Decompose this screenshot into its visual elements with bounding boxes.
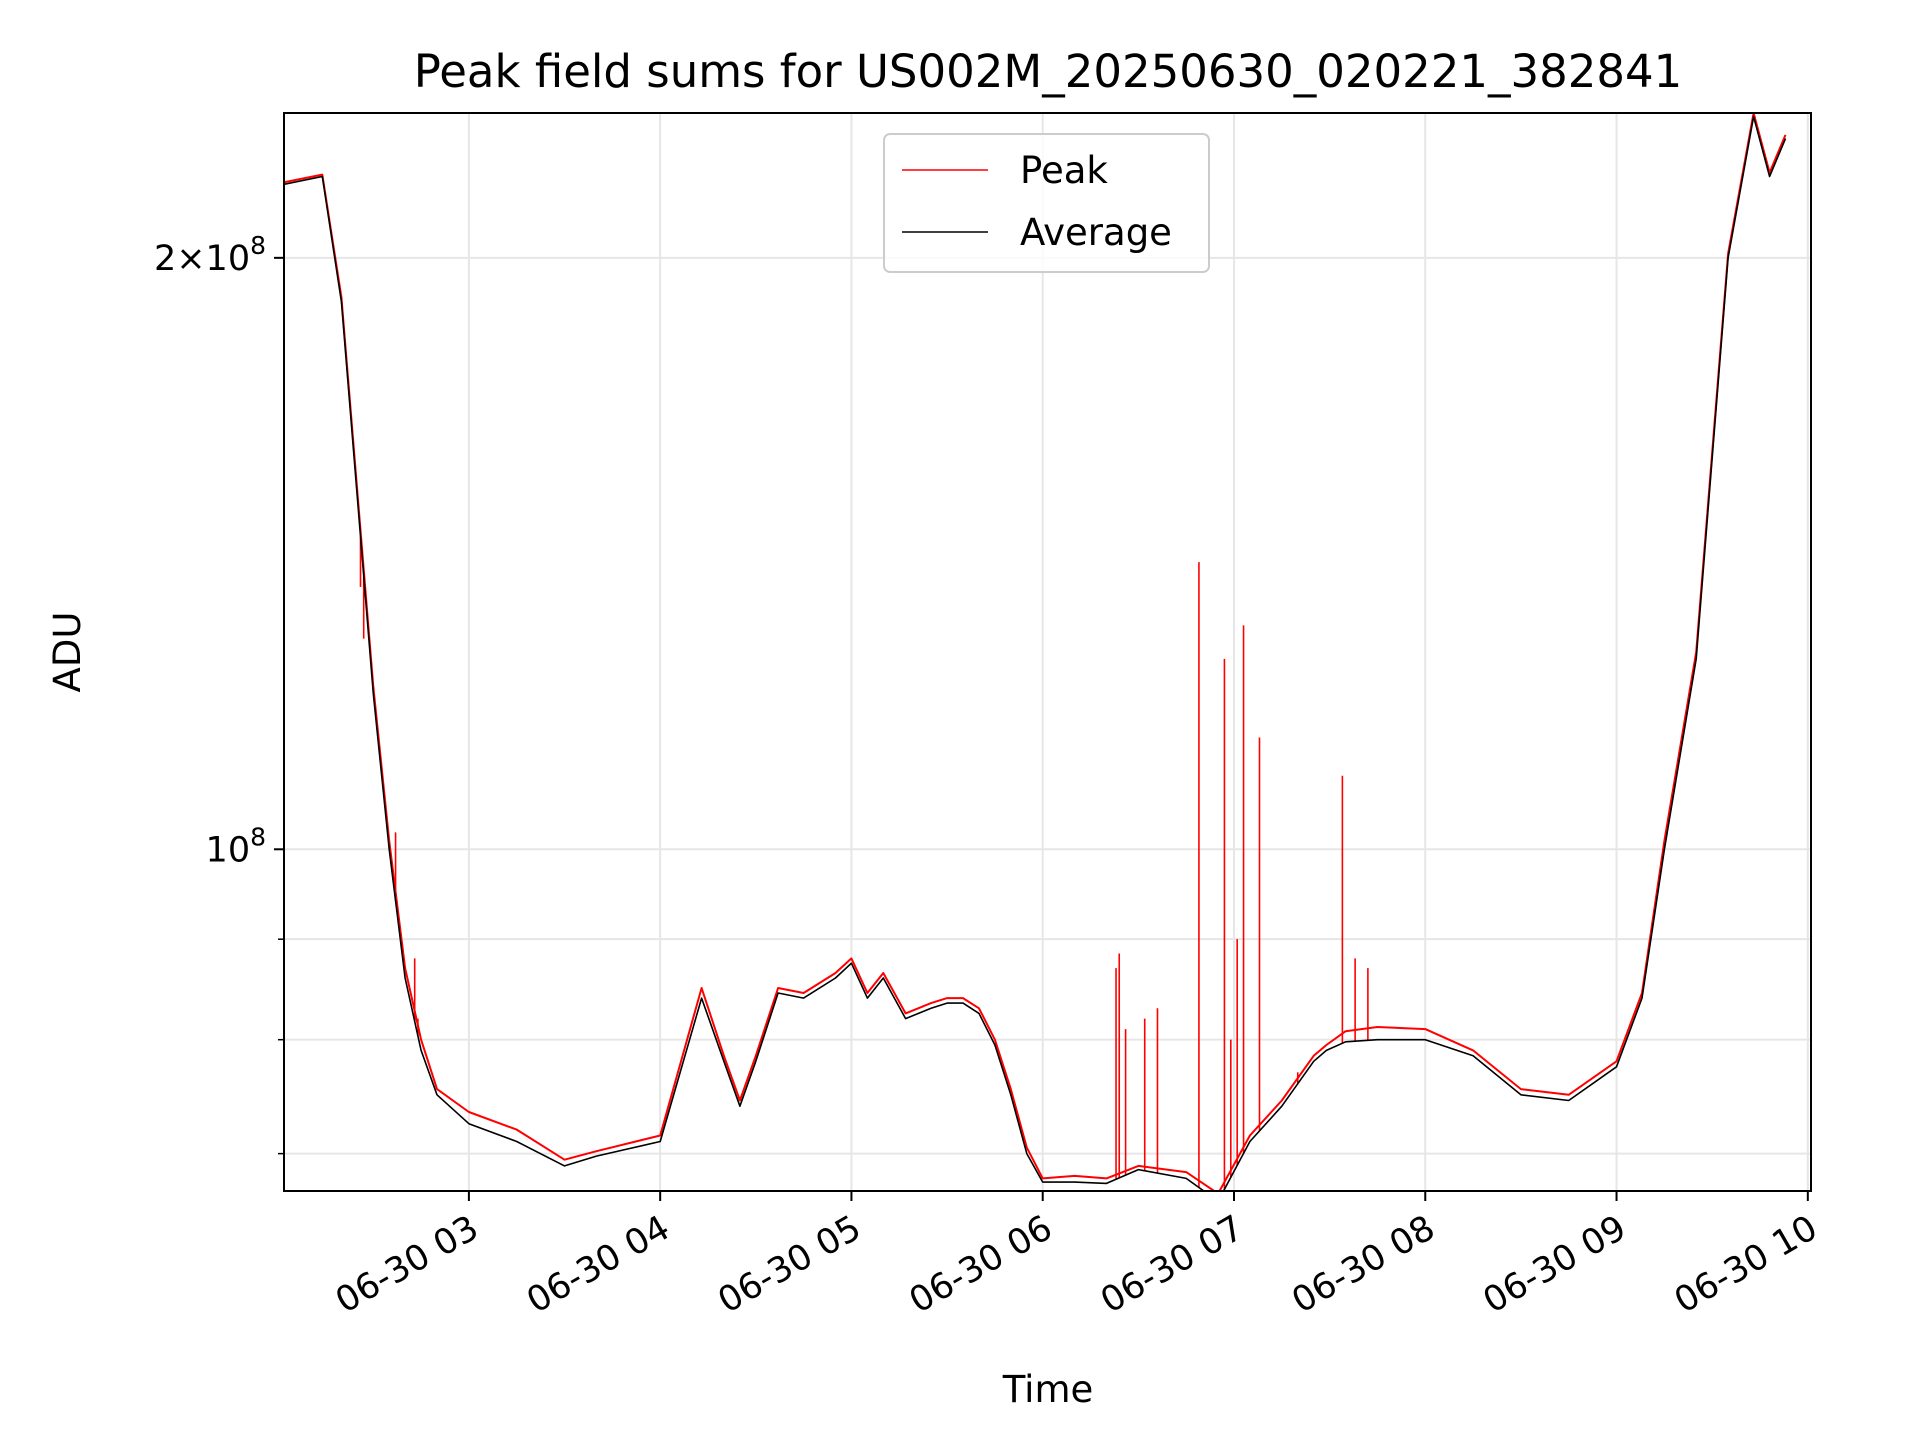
- legend-label-peak: Peak: [1020, 149, 1108, 192]
- y-ticks: 108 2×108: [154, 231, 284, 1155]
- series-layer: [284, 113, 1787, 1191]
- grid: [284, 113, 1811, 1191]
- x-axis-label: Time: [1002, 1368, 1094, 1411]
- series-line-peak: [284, 113, 1787, 1191]
- chart-title: Peak field sums for US002M_20250630_0202…: [414, 45, 1683, 98]
- y-tick-label: 108: [206, 822, 266, 870]
- y-axis-label: ADU: [46, 612, 89, 693]
- y-tick-label: 2×108: [154, 231, 266, 279]
- legend-label-average: Average: [1020, 211, 1172, 254]
- series-clip-group: [284, 113, 1787, 1191]
- legend-box: [883, 133, 1210, 273]
- series-line-average: [284, 115, 1787, 1191]
- legend: Peak Average: [883, 133, 1210, 273]
- plot-area-frame: [283, 112, 1812, 1192]
